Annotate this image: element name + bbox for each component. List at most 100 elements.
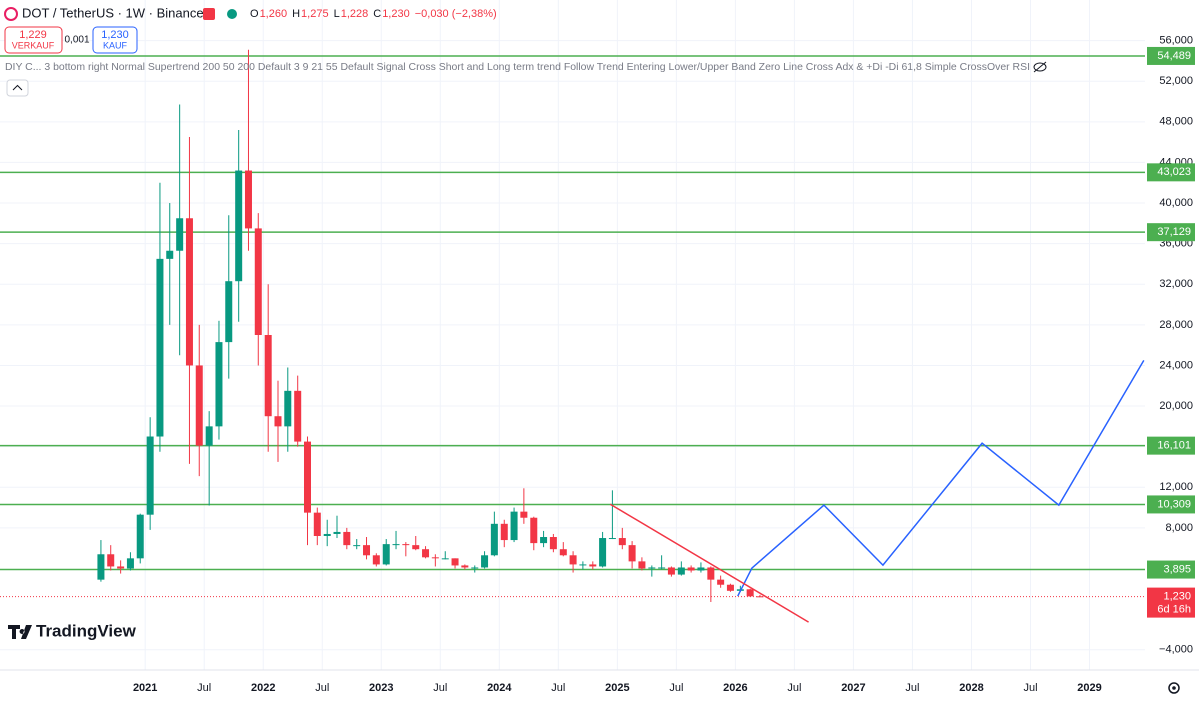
- logo: TradingView: [36, 621, 137, 640]
- level-label-bg: [1147, 223, 1195, 242]
- x-tick-label: Jul: [551, 682, 565, 694]
- candle-body: [500, 523, 508, 541]
- sell-label: VERKAUF: [12, 40, 55, 50]
- x-tick-label: Jul: [315, 682, 329, 694]
- ohlc-key: O: [250, 8, 259, 20]
- candle-body: [530, 517, 538, 544]
- candle-body: [195, 365, 203, 446]
- candle-body: [746, 589, 754, 597]
- flag[interactable]: [203, 8, 215, 20]
- candle-body: [363, 545, 371, 556]
- candle-body: [402, 544, 410, 546]
- candle-body: [343, 531, 351, 546]
- candle-body: [589, 564, 597, 567]
- candle-body: [392, 544, 400, 546]
- candle-body: [313, 512, 321, 536]
- symbol[interactable]: DOT / TetherUS · 1W · Binance: [22, 5, 204, 20]
- candle-body: [559, 549, 567, 556]
- buy-button[interactable]: [92, 26, 138, 54]
- level-label: 37,129: [1157, 226, 1191, 238]
- trend-drawing: [609, 503, 809, 623]
- candle-body: [687, 567, 695, 571]
- status-dot: [227, 9, 237, 19]
- y-tick-label: 52,000: [1159, 75, 1193, 87]
- candle-body: [618, 538, 626, 546]
- y-tick-label: 20,000: [1159, 400, 1193, 412]
- candle-body: [549, 537, 557, 550]
- candle-body: [441, 558, 449, 560]
- candle-body: [117, 566, 125, 569]
- ohlc: O 1,260 H 1,275 L 1,228 C 1,230 −0,030 (−2,38%): [250, 8, 497, 20]
- candle-body: [481, 555, 489, 568]
- candle-body: [244, 170, 252, 229]
- candle-body: [628, 545, 636, 562]
- buy-price: 1,230: [101, 29, 129, 41]
- ohlc-value: 1,230: [382, 8, 410, 20]
- candle-body: [294, 390, 302, 442]
- level-label: 16,101: [1157, 440, 1191, 452]
- candle-body: [461, 565, 469, 568]
- x-tick-label: Jul: [669, 682, 683, 694]
- level-label: 54,489: [1157, 50, 1191, 62]
- candle-body: [431, 557, 439, 559]
- x-tick-label: 2029: [1077, 682, 1101, 694]
- candle-body: [146, 436, 154, 515]
- candle-body: [471, 567, 479, 569]
- level-label: 43,023: [1157, 166, 1191, 178]
- y-tick-label: 40,000: [1159, 197, 1193, 209]
- collapse-icon: [12, 84, 23, 91]
- spread: 0,001: [64, 35, 89, 46]
- candle-body: [136, 514, 144, 559]
- candle-body: [205, 426, 213, 446]
- candle-body: [697, 567, 705, 571]
- x-tick-label: Jul: [433, 682, 447, 694]
- hide-icon[interactable]: [1033, 61, 1047, 73]
- x-tick-label: 2021: [133, 682, 157, 694]
- settings-icon[interactable]: [1168, 682, 1180, 694]
- level-label-bg: [1147, 436, 1195, 455]
- y-tick-label: 28,000: [1159, 319, 1193, 331]
- candle-body: [254, 228, 262, 335]
- level-label-bg: [1147, 46, 1195, 65]
- ohlc-value: 1,260: [260, 8, 288, 20]
- y-tick-label: −4,000: [1159, 644, 1193, 656]
- candle-body: [510, 511, 518, 541]
- sell-button[interactable]: [4, 26, 63, 54]
- collapse-button[interactable]: [6, 79, 29, 97]
- y-tick-label: 56,000: [1159, 35, 1193, 47]
- x-tick-label: 2025: [605, 682, 629, 694]
- candle-body: [126, 558, 134, 569]
- candle-body: [215, 342, 223, 427]
- last-price-bg: [1147, 587, 1195, 618]
- level-label-bg: [1147, 495, 1195, 514]
- symbol-icon: [4, 7, 18, 21]
- sell-price: 1,229: [19, 29, 47, 41]
- candle-body: [451, 558, 459, 566]
- candle-body: [107, 554, 115, 567]
- y-tick-label: 24,000: [1159, 359, 1193, 371]
- ohlc-key: L: [334, 8, 340, 20]
- x-tick-label: Jul: [905, 682, 919, 694]
- candle-body: [638, 561, 646, 569]
- candle-body: [185, 218, 193, 366]
- buy-label: KAUF: [103, 40, 128, 50]
- candle-body: [677, 567, 685, 575]
- indicator-legend[interactable]: DIY C... 3 bottom right Normal Supertren…: [5, 61, 1030, 73]
- ohlc-key: H: [292, 8, 300, 20]
- level-label-bg: [1147, 560, 1195, 579]
- candle-body: [608, 538, 616, 540]
- candle-body: [540, 537, 548, 544]
- x-tick-label: Jul: [787, 682, 801, 694]
- candle-body: [274, 416, 282, 427]
- x-tick-label: 2027: [841, 682, 865, 694]
- change: −0,030 (−2,38%): [415, 8, 497, 20]
- x-tick-label: 2026: [723, 682, 747, 694]
- candle-body: [490, 523, 498, 556]
- candle-body: [422, 549, 430, 558]
- candle-body: [323, 533, 331, 536]
- y-tick-label: 32,000: [1159, 278, 1193, 290]
- candle-body: [264, 335, 272, 417]
- candle-body: [333, 531, 341, 534]
- candle-body: [353, 545, 361, 547]
